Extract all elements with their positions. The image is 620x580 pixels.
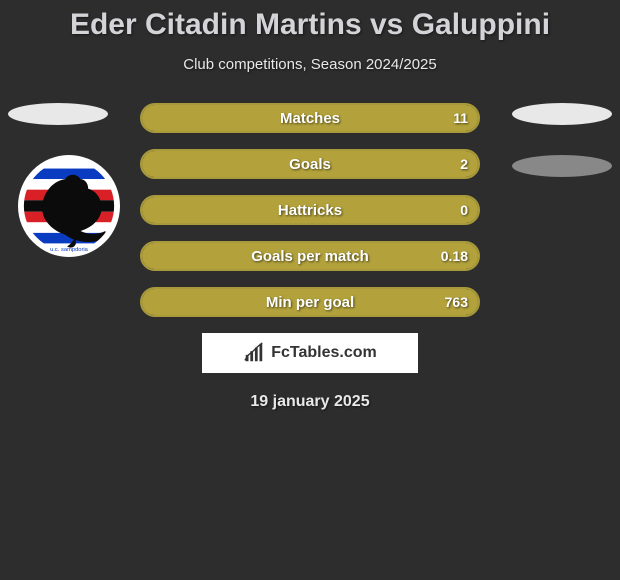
player-right-placeholder-2	[512, 155, 612, 177]
stat-bars: Matches11 Goals2 Hattricks0 Goals per match…	[140, 103, 480, 317]
bar-value: 0	[460, 197, 468, 223]
bar-label: Matches	[142, 105, 478, 131]
bar-value: 0.18	[441, 243, 468, 269]
bar-label: Goals per match	[142, 243, 478, 269]
footer-brand-label: FcTables.com	[271, 344, 377, 362]
sampdoria-crest-icon: u.c. sampdoria	[21, 158, 117, 254]
bar-value: 763	[445, 289, 468, 315]
stats-area: u.c. sampdoria Matches11Goals2Hattricks0…	[0, 103, 620, 317]
page-title: Eder Citadin Martins vs Galuppini	[0, 0, 620, 42]
bar-label: Min per goal	[142, 289, 478, 315]
chart-icon	[243, 342, 265, 364]
stat-bar: Goals2	[140, 149, 480, 179]
subtitle: Club competitions, Season 2024/2025	[0, 56, 620, 73]
player-left-placeholder	[8, 103, 108, 125]
bar-value: 11	[453, 105, 468, 131]
stat-bar: Hattricks0	[140, 195, 480, 225]
bar-label: Hattricks	[142, 197, 478, 223]
player-right-placeholder-1	[512, 103, 612, 125]
footer-brand[interactable]: FcTables.com	[202, 333, 418, 373]
date: 19 january 2025	[0, 393, 620, 411]
stat-bar: Goals per match0.18	[140, 241, 480, 271]
bar-label: Goals	[142, 151, 478, 177]
stat-bar: Min per goal763	[140, 287, 480, 317]
club-badge: u.c. sampdoria	[18, 155, 120, 257]
badge-text: u.c. sampdoria	[50, 247, 89, 253]
bar-value: 2	[460, 151, 468, 177]
stat-bar: Matches11	[140, 103, 480, 133]
